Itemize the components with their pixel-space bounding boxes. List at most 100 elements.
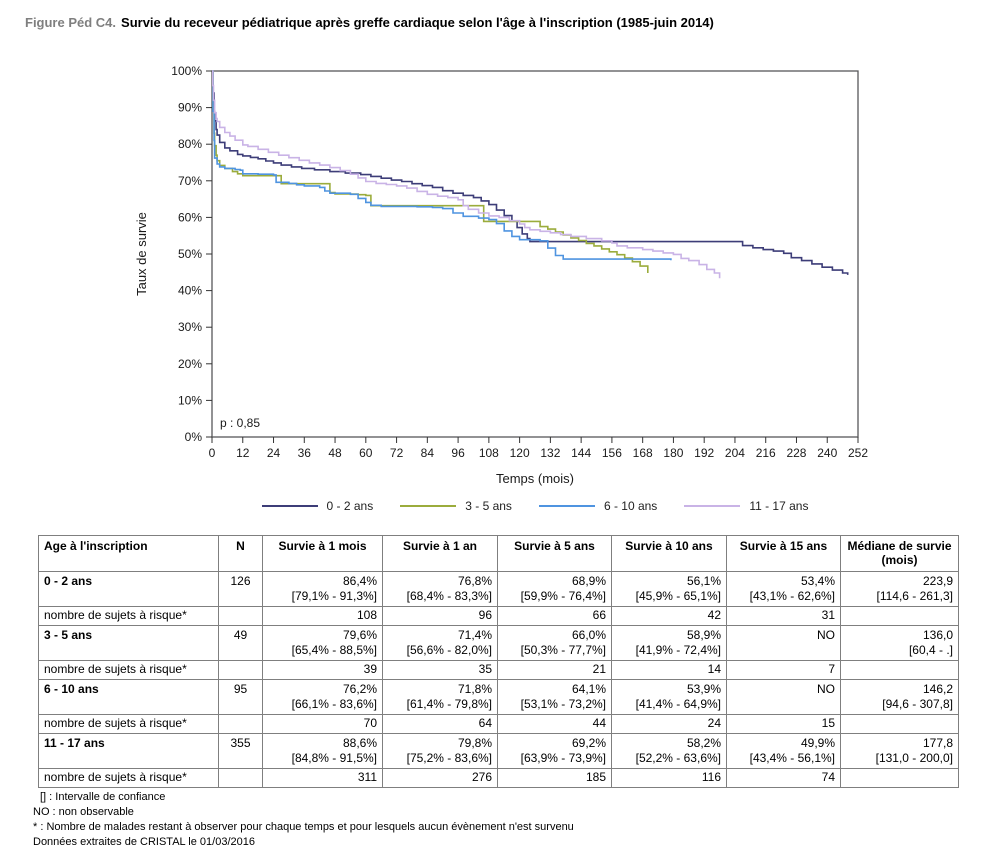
table-cell: 185 [497, 768, 612, 788]
table-cell: 108 [262, 606, 383, 626]
row-label: 0 - 2 ans [38, 571, 219, 607]
table-cell: 69,2% [63,9% - 73,9%] [497, 733, 612, 769]
table-cell: 49 [218, 625, 263, 661]
table-cell: 66,0% [50,3% - 77,7%] [497, 625, 612, 661]
x-tick-label: 132 [540, 446, 560, 460]
x-tick-label: 84 [421, 446, 435, 460]
subjects-at-risk-row: nombre de sujets à risque* 39 35 21 14 7 [38, 660, 959, 680]
x-tick-label: 228 [786, 446, 806, 460]
table-cell: 66 [497, 606, 612, 626]
legend-item: 0 - 2 ans [261, 499, 374, 513]
row-label: 3 - 5 ans [38, 625, 219, 661]
p-value-annotation: p : 0,85 [220, 416, 260, 430]
table-cell: 56,1% [45,9% - 65,1%] [611, 571, 727, 607]
survival-curve-11-17ans [212, 70, 721, 279]
legend-line-swatch [684, 505, 741, 507]
table-cell: 276 [382, 768, 498, 788]
subjects-at-risk-row: nombre de sujets à risque* 311 276 185 116 74 [38, 768, 959, 788]
row-label: nombre de sujets à risque* [38, 660, 219, 680]
table-cell: 64 [382, 714, 498, 734]
table-cell: 96 [382, 606, 498, 626]
footnote-no: NO : non observable [33, 806, 134, 818]
subjects-at-risk-row: nombre de sujets à risque* 108 96 66 42 31 [38, 606, 959, 626]
table-cell: 58,9% [41,9% - 72,4%] [611, 625, 727, 661]
plot-border [211, 70, 859, 438]
row-label: nombre de sujets à risque* [38, 768, 219, 788]
table-cell: 88,6% [84,8% - 91,5%] [262, 733, 383, 769]
survival-curve-6-10ans [212, 70, 672, 261]
x-tick-label: 180 [663, 446, 683, 460]
table-cell: NO [726, 625, 841, 661]
row-label: nombre de sujets à risque* [38, 606, 219, 626]
y-tick-label: 30% [178, 320, 202, 334]
table-cell: 311 [262, 768, 383, 788]
legend-item: 3 - 5 ans [400, 499, 512, 513]
col-header-survie-10-ans: Survie à 10 ans [611, 535, 727, 572]
table-cell: 39 [262, 660, 383, 680]
table-header-row: Age à l'inscription N Survie à 1 mois Su… [38, 535, 959, 572]
legend-line-swatch [538, 505, 595, 507]
x-tick-label: 60 [359, 446, 373, 460]
legend-label: 0 - 2 ans [326, 499, 374, 513]
table-cell [840, 606, 959, 626]
row-label: 6 - 10 ans [38, 679, 219, 715]
age-group-row: 6 - 10 ans 95 76,2% [66,1% - 83,6%] 71,8% [… [38, 679, 959, 715]
footnote-risk: * : Nombre de malades restant à observer… [33, 821, 574, 833]
col-header-survie-1-mois: Survie à 1 mois [262, 535, 383, 572]
table-cell: 49,9% [43,4% - 56,1%] [726, 733, 841, 769]
col-header-age: Age à l'inscription [38, 535, 219, 572]
x-tick-label: 240 [817, 446, 837, 460]
legend-line-swatch [261, 505, 318, 507]
table-cell: 79,8% [75,2% - 83,6%] [382, 733, 498, 769]
row-label: 11 - 17 ans [38, 733, 219, 769]
survival-table: Age à l'inscription N Survie à 1 mois Su… [38, 535, 959, 788]
table-cell: 146,2 [94,6 - 307,8] [840, 679, 959, 715]
table-cell: 53,4% [43,1% - 62,6%] [726, 571, 841, 607]
x-tick-label: 96 [451, 446, 465, 460]
table-cell: 74 [726, 768, 841, 788]
table-cell: 64,1% [53,1% - 73,2%] [497, 679, 612, 715]
y-tick-label: 70% [178, 174, 202, 188]
footnotes: [] : Intervalle de confiance NO : non ob… [33, 790, 574, 850]
table-cell: 76,2% [66,1% - 83,6%] [262, 679, 383, 715]
x-tick-label: 204 [725, 446, 745, 460]
table-cell: 31 [726, 606, 841, 626]
x-tick-label: 48 [328, 446, 342, 460]
stats-table-body: 0 - 2 ans 126 86,4% [79,1% - 91,3%] 76,8% [… [38, 571, 959, 788]
x-tick-label: 252 [848, 446, 868, 460]
table-cell [840, 660, 959, 680]
table-cell: 71,4% [56,6% - 82,0%] [382, 625, 498, 661]
y-tick-label: 100% [171, 64, 202, 78]
table-cell: 223,9 [114,6 - 261,3] [840, 571, 959, 607]
table-cell [218, 768, 263, 788]
table-cell [218, 660, 263, 680]
y-tick-label: 50% [178, 247, 202, 261]
y-tick-label: 10% [178, 393, 202, 407]
y-tick-label: 40% [178, 284, 202, 298]
legend-label: 3 - 5 ans [465, 499, 512, 513]
legend-line-swatch [400, 505, 457, 507]
table-cell: 70 [262, 714, 383, 734]
age-group-row: 11 - 17 ans 355 88,6% [84,8% - 91,5%] 79,8%… [38, 733, 959, 769]
x-tick-label: 72 [390, 446, 404, 460]
footnote-ci: [] : Intervalle de confiance [40, 791, 166, 803]
table-cell: 355 [218, 733, 263, 769]
y-axis-label: Taux de survie [134, 212, 149, 296]
x-tick-label: 216 [756, 446, 776, 460]
col-header-survie-5-ans: Survie à 5 ans [497, 535, 612, 572]
table-cell: 116 [611, 768, 727, 788]
table-cell: 136,0 [60,4 - .] [840, 625, 959, 661]
x-tick-label: 192 [694, 446, 714, 460]
table-cell: 24 [611, 714, 727, 734]
x-axis-label: Temps (mois) [496, 471, 574, 486]
row-label: nombre de sujets à risque* [38, 714, 219, 734]
table-cell: 86,4% [79,1% - 91,3%] [262, 571, 383, 607]
table-cell: 68,9% [59,9% - 76,4%] [497, 571, 612, 607]
table-cell: 21 [497, 660, 612, 680]
table-cell: 126 [218, 571, 263, 607]
x-tick-label: 108 [479, 446, 499, 460]
table-cell: 79,6% [65,4% - 88,5%] [262, 625, 383, 661]
table-cell: 71,8% [61,4% - 79,8%] [382, 679, 498, 715]
survival-curve-0-2ans [212, 70, 849, 275]
figure-title: Figure Péd C4. Survie du receveur pédiatr… [25, 15, 714, 30]
